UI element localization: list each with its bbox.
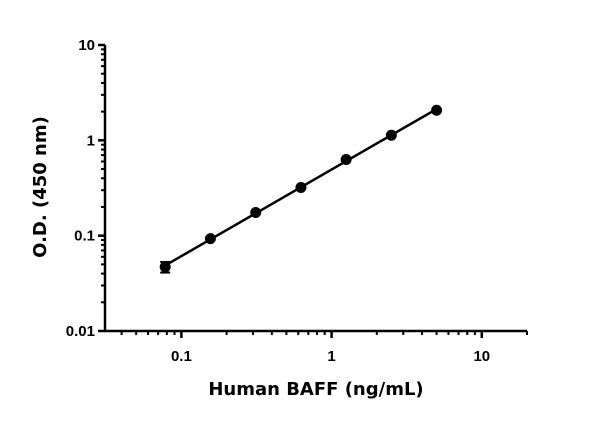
data-point xyxy=(385,129,397,141)
data-point xyxy=(431,104,443,116)
x-tick-label: 1 xyxy=(327,348,335,365)
data-point xyxy=(250,206,262,218)
x-tick-label: 10 xyxy=(473,348,490,365)
y-axis: 0.01 0.1 1 10 xyxy=(66,37,107,340)
y-tick-label: 0.1 xyxy=(74,228,95,245)
x-axis-title: Human BAFF (ng/mL) xyxy=(208,379,423,400)
y-axis-title: O.D. (450 nm) xyxy=(30,116,51,258)
y-tick-label: 0.01 xyxy=(66,323,95,340)
data-point xyxy=(340,153,352,165)
y-tick-label: 1 xyxy=(87,132,95,149)
x-axis: 0.1 1 10 xyxy=(104,329,528,365)
y-tick-label: 10 xyxy=(78,37,95,54)
data-point xyxy=(295,182,307,194)
plot-area xyxy=(159,104,443,274)
data-point xyxy=(204,233,216,245)
x-tick-label: 0.1 xyxy=(171,348,192,365)
data-point xyxy=(159,261,171,273)
